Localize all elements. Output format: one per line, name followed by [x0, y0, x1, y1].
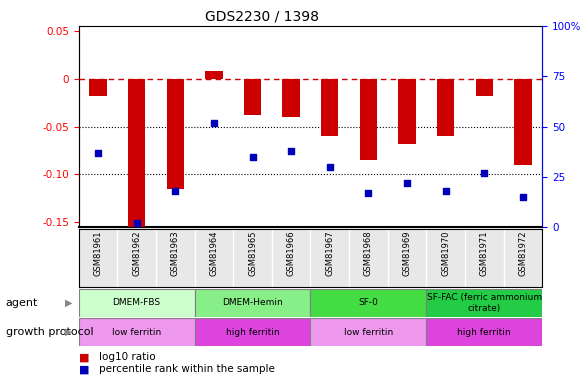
Text: GSM81965: GSM81965: [248, 231, 257, 276]
Point: [325, 164, 335, 170]
Text: GSM81963: GSM81963: [171, 231, 180, 276]
Bar: [398, 79, 416, 144]
Bar: [437, 79, 454, 136]
Text: GSM81969: GSM81969: [402, 231, 412, 276]
Point: [286, 148, 296, 154]
Text: GSM81964: GSM81964: [209, 231, 219, 276]
Point: [248, 154, 257, 160]
Text: ■: ■: [79, 352, 89, 362]
Point: [441, 188, 450, 194]
Point: [93, 150, 103, 156]
Bar: [79, 318, 195, 346]
Text: ▶: ▶: [65, 327, 72, 337]
Bar: [244, 79, 261, 115]
Point: [209, 120, 219, 126]
Text: DMEM-FBS: DMEM-FBS: [113, 298, 161, 307]
Text: low ferritin: low ferritin: [112, 328, 161, 337]
Text: high ferritin: high ferritin: [458, 328, 511, 337]
Text: SF-FAC (ferric ammonium
citrate): SF-FAC (ferric ammonium citrate): [427, 293, 542, 312]
Bar: [195, 318, 310, 346]
Text: GSM81962: GSM81962: [132, 231, 141, 276]
Bar: [167, 79, 184, 189]
Text: GSM81968: GSM81968: [364, 231, 373, 276]
Bar: [514, 79, 532, 165]
Text: GSM81966: GSM81966: [287, 231, 296, 276]
Text: GSM81972: GSM81972: [518, 231, 528, 276]
Point: [402, 180, 412, 186]
Bar: [426, 318, 542, 346]
Text: percentile rank within the sample: percentile rank within the sample: [99, 364, 275, 374]
Bar: [89, 79, 107, 96]
Text: GSM81970: GSM81970: [441, 231, 450, 276]
Point: [518, 194, 528, 200]
Bar: [205, 71, 223, 79]
Text: DMEM-Hemin: DMEM-Hemin: [222, 298, 283, 307]
Point: [480, 170, 489, 176]
Text: GDS2230 / 1398: GDS2230 / 1398: [205, 9, 319, 23]
Text: GSM81967: GSM81967: [325, 231, 334, 276]
Bar: [79, 289, 195, 317]
Text: ▶: ▶: [65, 298, 72, 308]
Text: high ferritin: high ferritin: [226, 328, 279, 337]
Bar: [282, 79, 300, 117]
Text: low ferritin: low ferritin: [344, 328, 393, 337]
Bar: [476, 79, 493, 96]
Text: SF-0: SF-0: [359, 298, 378, 307]
Text: ■: ■: [79, 364, 89, 374]
Text: GSM81971: GSM81971: [480, 231, 489, 276]
Text: log10 ratio: log10 ratio: [99, 352, 156, 362]
Bar: [195, 289, 310, 317]
Text: GSM81961: GSM81961: [93, 231, 103, 276]
Bar: [321, 79, 339, 136]
Point: [132, 220, 141, 226]
Bar: [426, 289, 542, 317]
Point: [171, 188, 180, 194]
Bar: [360, 79, 377, 160]
Point: [364, 190, 373, 196]
Bar: [310, 289, 426, 317]
Text: agent: agent: [6, 298, 38, 308]
Bar: [310, 318, 426, 346]
Bar: [128, 79, 145, 227]
Text: growth protocol: growth protocol: [6, 327, 93, 337]
